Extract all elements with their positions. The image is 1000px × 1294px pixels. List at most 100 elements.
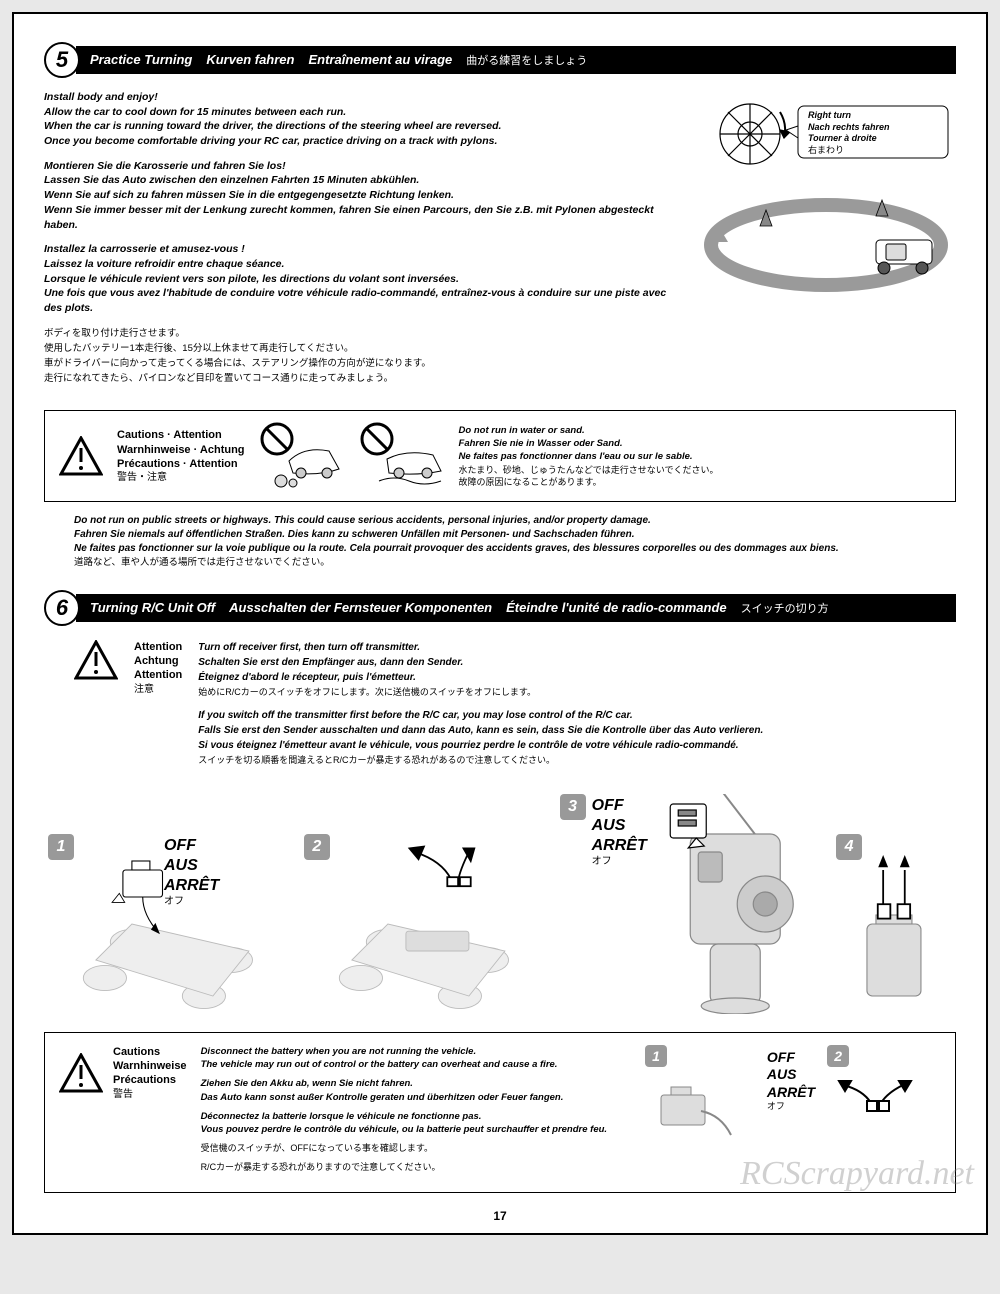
mini-off-l3: ARRÊT: [767, 1084, 815, 1102]
title-de: Kurven fahren: [206, 52, 294, 67]
attn-fr: Attention: [134, 668, 182, 682]
bottom-caution-left: Cautions Warnhinweise Précautions 警告: [59, 1045, 187, 1101]
bottom-caution-labels: Cautions Warnhinweise Précautions 警告: [113, 1045, 187, 1101]
caution-side-text: Do not run in water or sand. Fahren Sie …: [459, 424, 719, 489]
section-6-header: 6 Turning R/C Unit Off Ausschalten der F…: [44, 590, 956, 626]
step-num-4: 4: [836, 834, 862, 860]
caution-l1: Cautions · Attention: [117, 428, 245, 442]
bc-l3: Précautions: [113, 1073, 187, 1087]
title-fr: Entraînement au virage: [308, 52, 452, 67]
para-jp: ボディを取り付け走行させます。 使用したバッテリー1本走行後、15分以上休ませて…: [44, 326, 684, 387]
para-en: Install body and enjoy! Allow the car to…: [44, 90, 684, 149]
attn1-jp: 始めにR/Cカーのスイッチをオフにします。次に送信機のスイッチをオフにします。: [198, 687, 536, 697]
section-6-title-bar: Turning R/C Unit Off Ausschalten der Fer…: [76, 594, 956, 622]
section-5-title-bar: Practice Turning Kurven fahren Entraînem…: [76, 46, 956, 74]
wheel-label-jp: 右まわり: [808, 145, 890, 157]
prohibit-water-icon: [359, 421, 449, 491]
bc-l1: Cautions: [113, 1045, 187, 1059]
attn2-jp: スイッチを切る順番を間違えるとR/Cカーが暴走する恐れがあるので注意してください…: [198, 755, 555, 765]
attention-text: Turn off receiver first, then turn off t…: [198, 640, 956, 776]
attn2-de: Falls Sie erst den Sender ausschalten un…: [198, 725, 763, 736]
bc-jp1: 受信機のスイッチが、OFFになっている事を確認します。: [201, 1142, 627, 1155]
mini-off-l2: AUS: [767, 1066, 815, 1084]
step-6-badge: 6: [44, 590, 80, 626]
title6-en: Turning R/C Unit Off: [90, 600, 215, 615]
attention-labels: Attention Achtung Attention 注意: [134, 640, 182, 696]
step-3: 3 OFF AUS ARRÊT オフ: [556, 794, 824, 1014]
footer-de: Fahren Sie niemals auf öffentlichen Stra…: [74, 528, 956, 542]
attn2-fr: Si vous éteignez l'émetteur avant le véh…: [198, 740, 738, 751]
section-5-header: 5 Practice Turning Kurven fahren Entraîn…: [44, 42, 956, 78]
section-5-body: Install body and enjoy! Allow the car to…: [44, 90, 956, 396]
title-en: Practice Turning: [90, 52, 192, 67]
bc-en: Disconnect the battery when you are not …: [201, 1045, 627, 1072]
warning-icon: [59, 436, 103, 476]
warning-icon: [74, 640, 118, 680]
mini-num-2: 2: [827, 1045, 849, 1067]
mini-off-jp: オフ: [767, 1101, 815, 1112]
para-de: Montieren Sie die Karosserie und fahren …: [44, 159, 684, 232]
title6-de: Ausschalten der Fernsteuer Komponenten: [229, 600, 492, 615]
caution-footer: Do not run on public streets or highways…: [74, 514, 956, 569]
para-fr: Installez la carrosserie et amusez-vous …: [44, 242, 684, 315]
bc-jp2: R/Cカーが暴走する恐れがありますので注意してください。: [201, 1161, 627, 1174]
title-jp: 曲がる練習をしましょう: [466, 52, 587, 68]
attn1-de: Schalten Sie erst den Empfänger aus, dan…: [198, 657, 463, 668]
attn2-en: If you switch off the transmitter first …: [198, 710, 632, 721]
attn-de: Achtung: [134, 654, 182, 668]
side-fr: Ne faites pas fonctionner dans l'eau ou …: [459, 450, 719, 463]
section-5-text: Install body and enjoy! Allow the car to…: [44, 90, 684, 396]
mini-off-l1: OFF: [767, 1049, 815, 1067]
chassis-diagram-1: [44, 834, 292, 1014]
step-num-2: 2: [304, 834, 330, 860]
bottom-caution-box: Cautions Warnhinweise Précautions 警告 Dis…: [44, 1032, 956, 1193]
side-de: Fahren Sie nie in Wasser oder Sand.: [459, 437, 719, 450]
prohibit-crash-icon: [259, 421, 349, 491]
battery-remove-diagram: [832, 834, 956, 1014]
attn-jp: 注意: [134, 683, 182, 696]
footer-jp: 道路など、車や人が通る場所では走行させないでください。: [74, 556, 956, 569]
turning-diagram: Right turn Nach rechts fahren Tourner à …: [696, 90, 956, 300]
section-6-attention: Attention Achtung Attention 注意 Turn off …: [74, 640, 956, 776]
wheel-label-en: Right turn: [808, 110, 890, 122]
side-jp2: 故障の原因になることがあります。: [459, 476, 719, 489]
mini-step-1: 1: [641, 1045, 759, 1145]
step-1: 1 OFF AUS ARRÊT オフ: [44, 834, 292, 1014]
transmitter-diagram: [556, 794, 824, 1014]
bottom-caution-text: Disconnect the battery when you are not …: [201, 1045, 627, 1180]
caution-jp: 警告・注意: [117, 471, 245, 484]
caution-l2: Warnhinweise · Achtung: [117, 443, 245, 457]
title6-fr: Éteindre l'unité de radio-commande: [506, 600, 727, 615]
bc-l2: Warnhinweise: [113, 1059, 187, 1073]
attn-en: Attention: [134, 640, 182, 654]
step-4: 4: [832, 834, 956, 1014]
bc-de: Ziehen Sie den Akku ab, wenn Sie nicht f…: [201, 1077, 627, 1104]
page-number: 17: [44, 1209, 956, 1223]
step-5-badge: 5: [44, 42, 80, 78]
wheel-label-de: Nach rechts fahren: [808, 122, 890, 134]
manual-page: 5 Practice Turning Kurven fahren Entraîn…: [12, 12, 988, 1235]
side-en: Do not run in water or sand.: [459, 424, 719, 437]
bc-jp: 警告: [113, 1088, 187, 1101]
footer-en: Do not run on public streets or highways…: [74, 514, 956, 528]
step-num-1: 1: [48, 834, 74, 860]
bc-fr: Déconnectez la batterie lorsque le véhic…: [201, 1110, 627, 1137]
footer-fr: Ne faites pas fonctionner sur la voie pu…: [74, 542, 956, 556]
attn1-fr: Éteignez d'abord le récepteur, puis l'ém…: [198, 672, 416, 683]
mini-step-2: 2: [823, 1045, 941, 1145]
prohibit-row: Do not run in water or sand. Fahren Sie …: [259, 421, 941, 491]
caution-box-5: Cautions · Attention Warnhinweise · Acht…: [44, 410, 956, 502]
wheel-label-fr: Tourner à droite: [808, 133, 890, 145]
title6-jp: スイッチの切り方: [741, 600, 829, 616]
steps-row: 1 OFF AUS ARRÊT オフ: [44, 794, 956, 1014]
side-jp1: 水たまり、砂地、じゅうたんなどでは走行させないでください。: [459, 464, 719, 477]
step-2: 2: [300, 834, 548, 1014]
step-num-3: 3: [560, 794, 586, 820]
chassis-diagram-2: [300, 834, 548, 1014]
caution-labels: Cautions · Attention Warnhinweise · Acht…: [117, 428, 245, 484]
mini-num-1: 1: [645, 1045, 667, 1067]
warning-icon: [59, 1053, 103, 1093]
attn1-en: Turn off receiver first, then turn off t…: [198, 642, 420, 653]
bottom-caution-diagrams: 1 OFF AUS ARRÊT オフ 2: [641, 1045, 941, 1145]
caution-l3: Précautions · Attention: [117, 457, 245, 471]
